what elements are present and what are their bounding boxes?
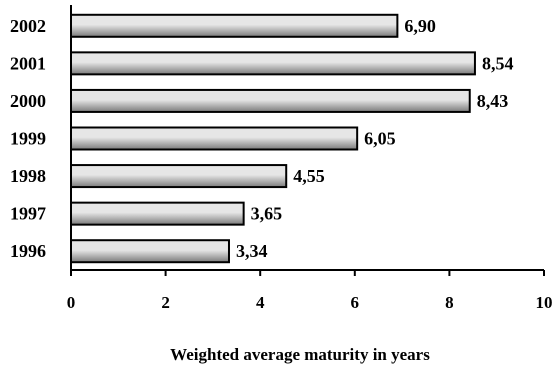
bar-1997 (70, 201, 245, 226)
value-label-1999: 6,05 (364, 129, 396, 149)
category-label-1997: 1997 (10, 204, 46, 224)
category-label-2000: 2000 (10, 91, 46, 111)
category-label-2002: 2002 (10, 16, 46, 36)
category-label-1996: 1996 (10, 241, 46, 261)
bar-2002 (70, 13, 399, 38)
x-tick-label-6: 6 (351, 293, 360, 312)
bars-group: 2002 6,90 2001 8,54 2000 8,43 1999 6,05 1998 4,55… (10, 13, 514, 264)
value-label-2001: 8,54 (482, 53, 514, 73)
category-label-2001: 2001 (10, 53, 46, 73)
value-label-1996: 3,34 (236, 241, 268, 261)
category-label-1999: 1999 (10, 129, 46, 149)
bar-2001 (70, 51, 476, 76)
x-tick-label-10: 10 (536, 293, 553, 312)
value-label-2000: 8,43 (477, 91, 509, 111)
value-label-2002: 6,90 (404, 16, 436, 36)
x-tick-label-4: 4 (256, 293, 265, 312)
value-label-1997: 3,65 (251, 204, 283, 224)
bar-1996 (70, 239, 230, 264)
category-label-1998: 1998 (10, 166, 46, 186)
bar-2000 (70, 88, 471, 113)
x-tick-label-0: 0 (67, 293, 76, 312)
x-axis-title: Weighted average maturity in years (170, 345, 430, 364)
value-label-1998: 4,55 (293, 166, 325, 186)
x-tick-label-8: 8 (445, 293, 454, 312)
x-tick-label-2: 2 (161, 293, 170, 312)
axes-group: 0 2 4 6 8 10 (67, 5, 553, 312)
bar-1999 (70, 126, 359, 151)
bar-1998 (70, 164, 288, 189)
